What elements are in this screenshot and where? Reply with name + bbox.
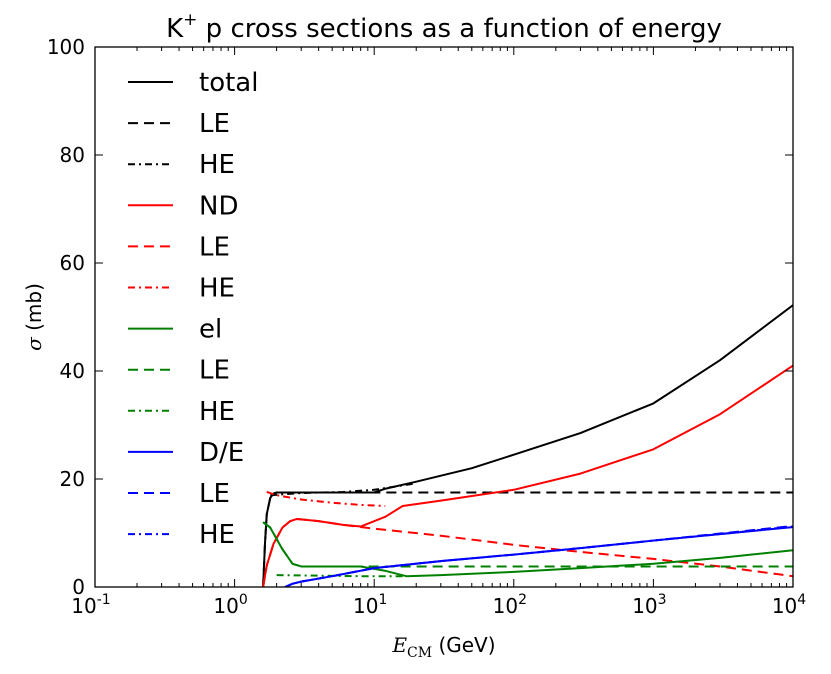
y-tick-labels: 0 20 40 60 80 100 [47, 35, 85, 599]
x-tick-label: 100 [213, 592, 247, 618]
legend-entry: HE [128, 397, 235, 427]
chart-title: K+ p cross sections as a function of ene… [166, 10, 722, 44]
legend-label: LE [199, 356, 230, 386]
legend-label: D/E [199, 438, 244, 468]
legend-entry: LE [128, 479, 230, 509]
y-tick-label: 20 [60, 467, 85, 491]
x-tick-label: 101 [353, 592, 387, 618]
chart-title-rest: p cross sections as a function of energy [197, 14, 722, 44]
legend-label: LE [199, 232, 230, 262]
legend-label: total [199, 68, 258, 98]
plot-frame [94, 46, 794, 588]
legend-label: HE [199, 150, 235, 180]
chart-title-main: K [166, 14, 184, 44]
series-line-12 [284, 525, 793, 587]
y-tick-label: 60 [60, 251, 85, 275]
legend-entry: LE [128, 356, 230, 386]
legend-entry: LE [128, 232, 230, 262]
series-line-2 [262, 491, 793, 587]
legend-entry: D/E [128, 438, 244, 468]
legend-label: HE [199, 274, 235, 304]
legend-label: LE [199, 109, 230, 139]
x-tick-label: 103 [632, 592, 666, 618]
chart-title-superscript: + [183, 10, 197, 30]
x-axis-label: ECM (GeV) [391, 633, 495, 661]
series-line-9 [276, 574, 407, 578]
legend-label: HE [199, 397, 235, 427]
series-line-10 [284, 526, 793, 587]
y-tick-label: 100 [47, 35, 85, 59]
legend-entry: LE [128, 109, 230, 139]
series-line-7 [262, 521, 793, 578]
legend-entry: ND [128, 191, 238, 221]
series-line-8 [262, 521, 793, 568]
legend-entry: total [128, 68, 258, 98]
series-line-1 [262, 304, 793, 587]
series-line-6 [266, 491, 386, 507]
series-line-3 [270, 482, 417, 497]
legend-label: el [199, 315, 222, 345]
x-tick-labels: 10-1 100 101 102 103 104 [71, 592, 806, 618]
legend-entry: HE [128, 274, 235, 304]
legend-entry: HE [128, 520, 235, 550]
x-tick-label: 104 [772, 592, 806, 618]
x-tick-label: 102 [493, 592, 527, 618]
x-tick-label: 10-1 [71, 592, 110, 618]
y-tick-label: 0 [72, 575, 85, 599]
legend-label: HE [199, 520, 235, 550]
legend-entry: HE [128, 150, 235, 180]
legend-label: LE [199, 479, 230, 509]
legend: total LE HE ND LE HE el LE HE D/E LE HE [128, 68, 258, 550]
tick-layer [94, 46, 794, 588]
legend-entry: el [128, 315, 222, 345]
legend-label: ND [199, 191, 238, 221]
y-tick-label: 80 [60, 143, 85, 167]
y-axis-label: σ (mb) [22, 283, 46, 351]
y-tick-label: 40 [60, 359, 85, 383]
series-layer [262, 304, 793, 587]
